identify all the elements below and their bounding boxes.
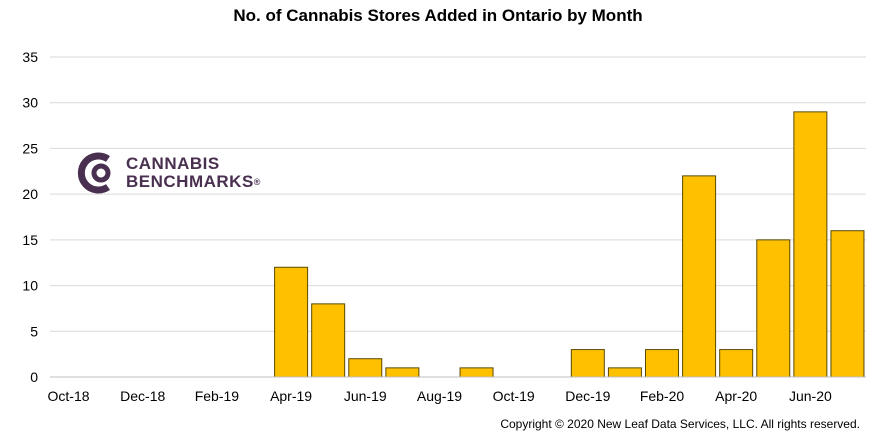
bar: [311, 303, 346, 378]
x-tick-label: Apr-19: [270, 388, 312, 404]
registered-mark: ®: [253, 177, 261, 187]
bar: [274, 266, 309, 378]
x-tick-label: Dec-19: [565, 388, 610, 404]
bar: [682, 175, 717, 378]
bars: [274, 111, 865, 378]
tick-labels: 0 5 10 15 20 25 30 35 Oct-18 Dec-18 Feb-19 Apr-19 Ju…: [22, 49, 832, 404]
y-tick-label: 20: [22, 186, 38, 202]
logo-mark-icon: [77, 152, 111, 194]
bar: [459, 367, 494, 378]
gridlines: [50, 56, 866, 332]
bar: [719, 349, 754, 378]
logo-line-1: CANNABIS: [126, 154, 220, 173]
bar: [756, 239, 791, 378]
copyright-notice: Copyright © 2020 New Leaf Data Services,…: [500, 417, 860, 431]
x-tick-label: Apr-20: [715, 388, 757, 404]
y-tick-label: 35: [22, 49, 38, 65]
y-tick-label: 15: [22, 232, 38, 248]
y-tick-label: 0: [30, 369, 38, 385]
bar: [570, 349, 605, 378]
bar: [385, 367, 420, 378]
bar: [607, 367, 642, 378]
x-tick-label: Jun-20: [789, 388, 832, 404]
cannabis-benchmarks-logo: CANNABIS BENCHMARKS®: [74, 149, 274, 197]
logo-line-2: BENCHMARKS®: [126, 173, 261, 191]
bar: [644, 349, 680, 378]
x-tick-label: Feb-19: [195, 388, 240, 404]
y-tick-label: 25: [22, 140, 38, 156]
x-tick-label: Aug-19: [417, 388, 462, 404]
x-tick-label: Jun-19: [344, 388, 387, 404]
x-tick-label: Oct-18: [48, 388, 90, 404]
bar: [793, 111, 828, 378]
bar: [348, 358, 383, 378]
y-tick-label: 5: [30, 323, 38, 339]
chart-title: No. of Cannabis Stores Added in Ontario …: [233, 6, 643, 25]
y-tick-label: 30: [22, 95, 38, 111]
x-tick-label: Oct-19: [493, 388, 535, 404]
x-tick-label: Feb-20: [640, 388, 685, 404]
logo-line-2-text: BENCHMARKS: [126, 172, 254, 191]
bar: [830, 230, 865, 378]
y-tick-label: 10: [22, 278, 38, 294]
x-tick-label: Dec-18: [120, 388, 165, 404]
